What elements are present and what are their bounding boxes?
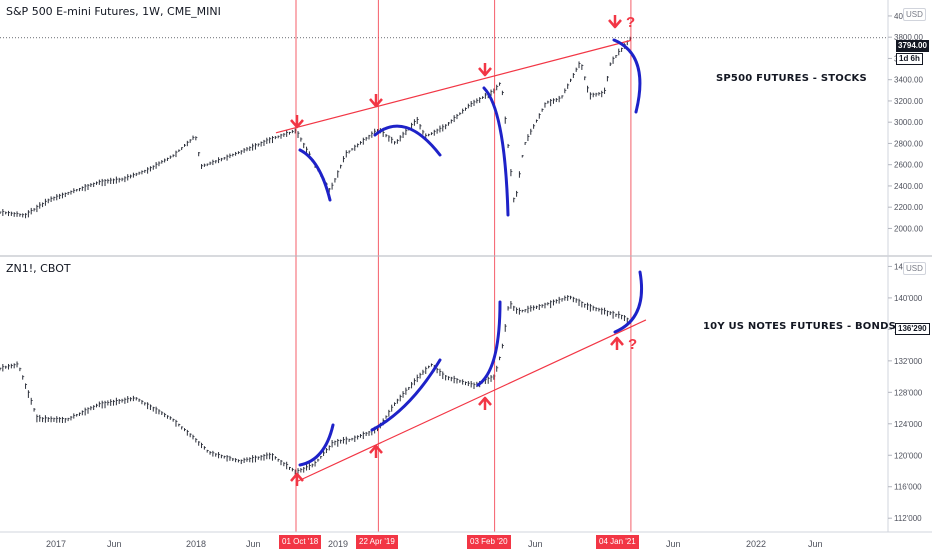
y-tick-label: 3800.00 (894, 33, 923, 42)
arrow-head (608, 19, 622, 29)
down-arrow-oct-2018 (290, 115, 304, 129)
bottom-question-mark: ? (628, 336, 638, 353)
x-label-jun-2021: Jun (666, 539, 681, 549)
y-tick-label: 140'000 (894, 294, 923, 303)
y-tick-label: 3400.00 (894, 76, 923, 85)
x-label-2019: 2019 (328, 539, 349, 549)
blue-arc-drawing (370, 358, 442, 432)
up-arrow-apr-2019 (369, 444, 383, 458)
arrow-head (290, 472, 304, 482)
y-tick-label: 2800.00 (894, 139, 923, 148)
top-currency-badge[interactable]: USD (903, 8, 926, 21)
x-label-jun-2020: Jun (528, 539, 543, 549)
bottom-last-price-tag: 136'290 (895, 323, 930, 335)
arrow-head (610, 336, 624, 346)
down-arrow-jan-2021 (608, 15, 622, 29)
price-bars (0, 36, 632, 476)
up-arrow-feb-2020 (478, 396, 492, 410)
blue-arc-drawing (476, 300, 502, 387)
x-label-jun-2018: Jun (246, 539, 261, 549)
bottom-pane-title: ZN1!, CBOT (6, 262, 71, 275)
y-tick-label: 3000.00 (894, 118, 923, 127)
y-tick-label: 128'000 (894, 388, 923, 397)
arrow-head (290, 119, 304, 129)
top-question-mark: ? (626, 14, 636, 31)
y-tick-label: 2200.00 (894, 203, 923, 212)
arrow-head (478, 67, 492, 77)
up-arrow-oct-2018 (290, 472, 304, 486)
top-countdown-tag: 1d 6h (896, 53, 923, 65)
top-last-price-tag: 3794.00 (896, 40, 929, 52)
y-tick-label: 2400.00 (894, 182, 923, 191)
stocks-annotation: SP500 FUTURES - STOCKS (716, 73, 867, 84)
y-tick-label: 3200.00 (894, 97, 923, 106)
x-label-jun-2017: Jun (107, 539, 122, 549)
arrow-head (478, 396, 492, 406)
arrow-head (369, 98, 383, 108)
blue-arc-drawing (373, 124, 442, 157)
x-label-2022: 2022 (746, 539, 767, 549)
y-tick-label: 112'000 (894, 514, 922, 523)
drawings-layer (275, 0, 647, 532)
bottom-currency-badge[interactable]: USD (903, 262, 926, 275)
x-label-2018: 2018 (186, 539, 207, 549)
down-arrow-feb-2020 (478, 63, 492, 77)
blue-arc-drawing (612, 38, 642, 114)
bonds-annotation: 10Y US NOTES FUTURES - BONDS (703, 321, 896, 332)
y-tick-label: 120'000 (894, 451, 923, 460)
blue-arc-drawing (298, 148, 332, 202)
top-pane-title: S&P 500 E-mini Futures, 1W, CME_MINI (6, 5, 221, 18)
y-tick-label: 2000.00 (894, 224, 923, 233)
y-tick-label: 116'000 (894, 483, 922, 492)
blue-arc-drawing (482, 86, 510, 217)
blue-arc-drawing (298, 423, 335, 467)
x-label-2017: 2017 (46, 539, 67, 549)
bonds-support-trendline (295, 319, 647, 483)
date-marker-oct-2018: 01 Oct '18 (279, 535, 322, 549)
up-arrow-jan-2021 (610, 336, 624, 350)
blue-arc-drawing (613, 270, 644, 334)
y-tick-label: 132'000 (894, 357, 923, 366)
arrow-head (369, 444, 383, 454)
x-label-jun-2022: Jun (808, 539, 823, 549)
stocks-resistance-trendline (275, 39, 632, 134)
date-marker-jan-2021: 04 Jan '21 (596, 535, 639, 549)
date-marker-feb-2020: 03 Feb '20 (467, 535, 511, 549)
y-tick-label: 124'000 (894, 420, 923, 429)
y-tick-label: 2600.00 (894, 161, 923, 170)
date-marker-apr-2019: 22 Apr '19 (356, 535, 398, 549)
down-arrow-apr-2019 (369, 94, 383, 108)
